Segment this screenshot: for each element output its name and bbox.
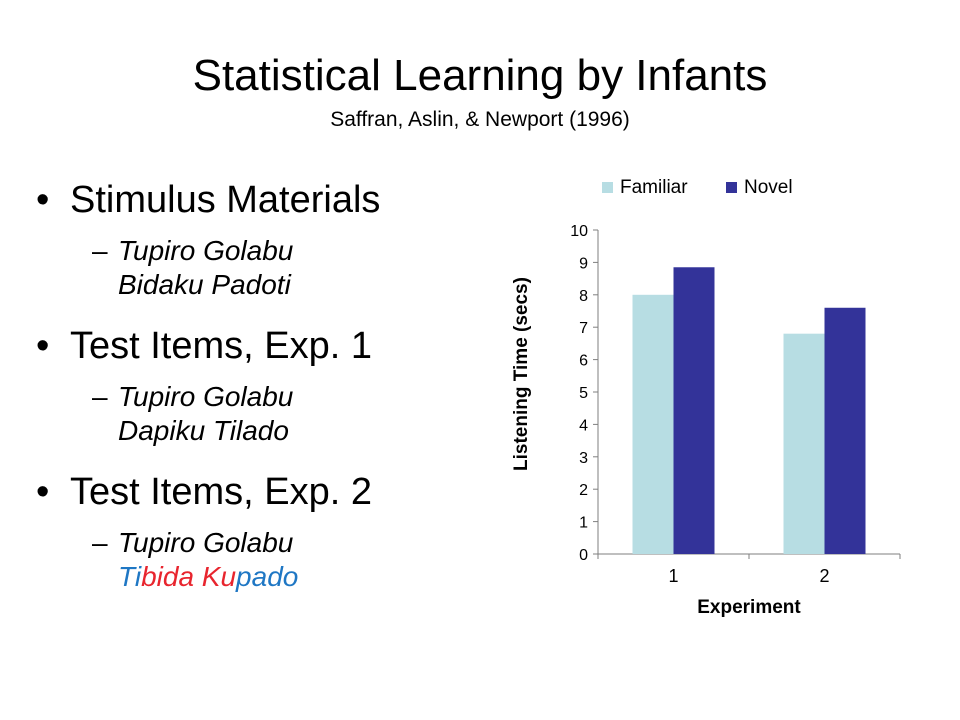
bullet-label: Test Items, Exp. 1 — [70, 325, 372, 367]
bullet-dot-icon: • — [36, 325, 50, 367]
x-tick-label: 2 — [819, 566, 829, 586]
bullet-item: • Stimulus Materials — [36, 172, 476, 228]
syllable-segment: Ku — [194, 561, 237, 592]
y-tick-label: 0 — [579, 547, 588, 564]
bar-familiar — [632, 294, 674, 554]
dash-icon: – — [92, 527, 108, 558]
syllable-segment: bida — [141, 561, 195, 592]
bar-novel — [824, 307, 866, 554]
y-axis-title: Listening Time (secs) — [511, 277, 532, 471]
syllable-segment: pado — [236, 561, 299, 592]
legend-label: Novel — [744, 177, 793, 198]
bar-novel — [673, 267, 715, 554]
y-tick-label: 8 — [579, 288, 588, 305]
sub-bullet-line: Tupiro Golabu — [118, 381, 294, 412]
sub-bullet-line: Dapiku Tilado — [118, 415, 289, 446]
bullet-label: Stimulus Materials — [70, 179, 381, 221]
sub-bullet: – Tupiro Golabu Bidaku Padoti — [36, 234, 476, 302]
bullet-item: • Test Items, Exp. 1 — [36, 318, 476, 374]
sub-bullet: – Tupiro Golabu Dapiku Tilado — [36, 380, 476, 448]
legend-swatch — [726, 182, 737, 193]
slide-subtitle: Saffran, Aslin, & Newport (1996) — [330, 108, 630, 131]
bar-chart: 0 1 2 3 4 5 6 7 8 9 10 1 2 Experiment Listening Time (… — [511, 177, 901, 618]
sub-bullet-colored-line: Tibida Kupado — [114, 560, 476, 594]
y-tick-label: 9 — [579, 255, 588, 272]
bullet-dot-icon: • — [36, 179, 50, 221]
bullet-item: • Test Items, Exp. 2 — [36, 464, 476, 520]
legend-label: Familiar — [620, 177, 688, 198]
y-tick-label: 1 — [579, 515, 588, 532]
bullet-label: Test Items, Exp. 2 — [70, 471, 372, 513]
sub-bullet-line: Bidaku Padoti — [118, 269, 291, 300]
y-tick-label: 4 — [579, 417, 588, 434]
sub-bullet-line: Tupiro Golabu — [118, 527, 294, 558]
y-tick-label: 6 — [579, 353, 588, 370]
dash-icon: – — [92, 235, 108, 266]
y-tick-label: 2 — [579, 482, 588, 499]
y-tick-label: 3 — [579, 450, 588, 467]
bullet-dot-icon: • — [36, 471, 50, 513]
x-tick-label: 1 — [668, 566, 678, 586]
syllable-segment: Ti — [118, 561, 142, 592]
sub-bullet-line: Tupiro Golabu — [118, 235, 294, 266]
legend-swatch — [602, 182, 613, 193]
y-tick-label: 7 — [579, 320, 588, 337]
sub-bullet: – Tupiro Golabu Tibida Kupado — [36, 526, 476, 594]
bar-familiar — [783, 333, 825, 554]
slide-title: Statistical Learning by Infants — [192, 51, 768, 100]
dash-icon: – — [92, 381, 108, 412]
x-axis-title: Experiment — [697, 597, 801, 618]
y-tick-label: 10 — [570, 223, 588, 240]
bullet-list: • Stimulus Materials – Tupiro Golabu Bid… — [36, 172, 476, 610]
y-tick-label: 5 — [579, 385, 588, 402]
